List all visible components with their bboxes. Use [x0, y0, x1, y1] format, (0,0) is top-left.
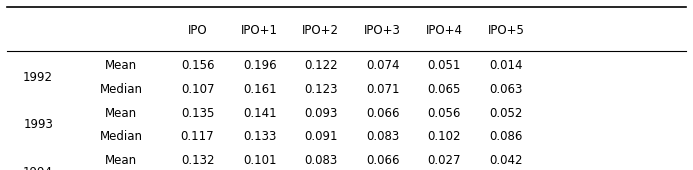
Text: 0.135: 0.135 [181, 107, 214, 120]
Text: 0.122: 0.122 [304, 59, 337, 72]
Text: 0.083: 0.083 [304, 154, 337, 167]
Text: IPO+1: IPO+1 [241, 24, 279, 37]
Text: Mean: Mean [105, 59, 137, 72]
Text: Mean: Mean [105, 154, 137, 167]
Text: 0.086: 0.086 [489, 130, 523, 143]
Text: 0.132: 0.132 [181, 154, 214, 167]
Text: 0.156: 0.156 [181, 59, 214, 72]
Text: 0.071: 0.071 [366, 83, 399, 96]
Text: 1993: 1993 [23, 118, 53, 131]
Text: 0.056: 0.056 [428, 107, 461, 120]
Text: 0.102: 0.102 [428, 130, 461, 143]
Text: IPO+2: IPO+2 [302, 24, 340, 37]
Text: 0.083: 0.083 [366, 130, 399, 143]
Text: 0.074: 0.074 [366, 59, 399, 72]
Text: IPO: IPO [188, 24, 207, 37]
Text: 0.063: 0.063 [489, 83, 523, 96]
Text: 0.051: 0.051 [428, 59, 461, 72]
Text: 0.052: 0.052 [489, 107, 523, 120]
Text: 0.014: 0.014 [489, 59, 523, 72]
Text: IPO+3: IPO+3 [364, 24, 401, 37]
Text: 0.107: 0.107 [181, 83, 214, 96]
Text: Median: Median [100, 83, 143, 96]
Text: 0.066: 0.066 [366, 107, 399, 120]
Text: IPO+5: IPO+5 [487, 24, 525, 37]
Text: Median: Median [100, 130, 143, 143]
Text: 0.066: 0.066 [366, 154, 399, 167]
Text: 0.117: 0.117 [181, 130, 214, 143]
Text: 0.161: 0.161 [243, 83, 277, 96]
Text: Mean: Mean [105, 107, 137, 120]
Text: 0.091: 0.091 [304, 130, 337, 143]
Text: 0.123: 0.123 [304, 83, 337, 96]
Text: 0.101: 0.101 [243, 154, 277, 167]
Text: 1994: 1994 [23, 166, 53, 170]
Text: 0.065: 0.065 [428, 83, 461, 96]
Text: 0.196: 0.196 [243, 59, 277, 72]
Text: 0.027: 0.027 [428, 154, 461, 167]
Text: 1992: 1992 [23, 71, 53, 84]
Text: 0.093: 0.093 [304, 107, 337, 120]
Text: 0.042: 0.042 [489, 154, 523, 167]
Text: 0.133: 0.133 [243, 130, 277, 143]
Text: 0.141: 0.141 [243, 107, 277, 120]
Text: IPO+4: IPO+4 [426, 24, 463, 37]
